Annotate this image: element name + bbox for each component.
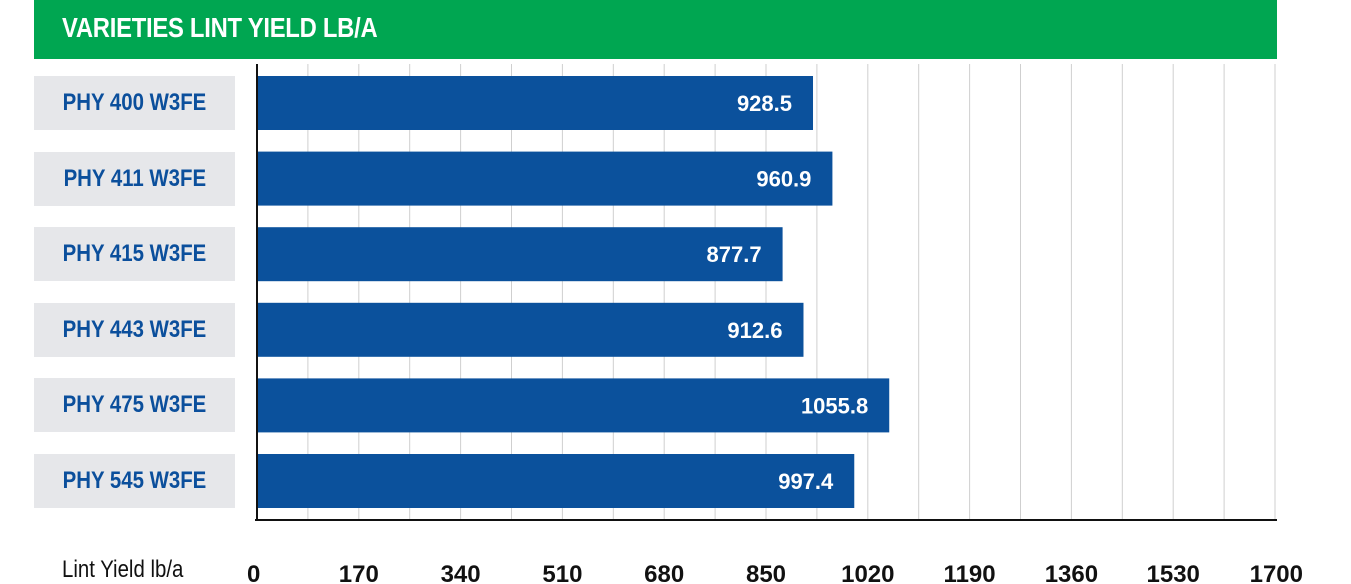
x-axis-title: Lint Yield lb/a (62, 556, 184, 583)
category-label-box: PHY 415 W3FE (34, 227, 235, 282)
bar (257, 151, 833, 206)
bar (257, 302, 804, 357)
category-label-box: PHY 400 W3FE (34, 76, 235, 130)
category-label-box: PHY 475 W3FE (34, 378, 235, 433)
x-tick-label: 1530 (1147, 561, 1200, 584)
category-label: PHY 475 W3FE (62, 391, 207, 419)
category-label: PHY 400 W3FE (62, 89, 207, 116)
category-label-box: PHY 545 W3FE (34, 454, 235, 508)
x-tick-label: 1020 (841, 561, 894, 584)
category-label-box: PHY 443 W3FE (34, 302, 235, 357)
category-label: PHY 411 W3FE (63, 164, 206, 192)
x-tick-label: 850 (746, 561, 786, 584)
x-tick-label: 0 (247, 561, 260, 584)
bar-value-label: 997.4 (778, 469, 834, 494)
bar (257, 454, 855, 508)
chart-title-bar: VARIETIES LINT YIELD LB/A (34, 0, 1277, 59)
category-label-box: PHY 411 W3FE (34, 151, 235, 206)
x-tick-label: 1190 (944, 561, 996, 584)
bar (257, 76, 814, 130)
bar-value-label: 877.7 (707, 242, 762, 267)
x-tick-label: 1360 (1045, 561, 1098, 584)
bar-value-label: 1055.8 (801, 393, 868, 418)
x-tick-label: 680 (644, 561, 684, 584)
bar (257, 378, 890, 433)
category-label: PHY 545 W3FE (62, 467, 207, 494)
x-tick-label: 340 (441, 561, 481, 584)
x-tick-label: 1700 (1250, 561, 1303, 584)
bar-value-label: 960.9 (756, 167, 811, 192)
bar (257, 227, 783, 282)
chart-title: VARIETIES LINT YIELD LB/A (62, 12, 378, 43)
bar-value-label: 912.6 (727, 318, 782, 343)
category-label: PHY 443 W3FE (62, 315, 207, 343)
bar-value-label: 928.5 (737, 91, 792, 116)
x-tick-label: 170 (339, 561, 379, 584)
category-label: PHY 415 W3FE (62, 240, 207, 268)
x-tick-label: 510 (542, 561, 582, 584)
